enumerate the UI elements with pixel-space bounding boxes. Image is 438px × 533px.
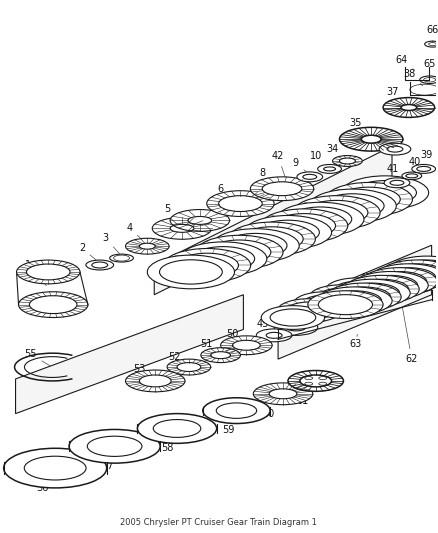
Ellipse shape	[220, 336, 272, 354]
Ellipse shape	[4, 448, 106, 488]
Text: 60: 60	[261, 394, 281, 418]
Text: 58: 58	[161, 429, 176, 453]
Ellipse shape	[341, 176, 427, 209]
Ellipse shape	[86, 260, 113, 270]
Ellipse shape	[370, 264, 438, 292]
Text: 37: 37	[386, 87, 406, 104]
Ellipse shape	[170, 209, 229, 231]
Ellipse shape	[228, 222, 314, 256]
Text: 53: 53	[133, 364, 152, 377]
Ellipse shape	[250, 177, 313, 200]
Text: 42: 42	[271, 151, 291, 198]
Text: 35: 35	[348, 118, 368, 135]
Text: 2005 Chrysler PT Cruiser Gear Train Diagram 1: 2005 Chrysler PT Cruiser Gear Train Diag…	[120, 518, 316, 527]
Ellipse shape	[277, 298, 340, 322]
Text: 8: 8	[258, 168, 279, 185]
Ellipse shape	[206, 191, 273, 216]
Text: 57: 57	[101, 447, 114, 471]
Ellipse shape	[200, 348, 240, 362]
Ellipse shape	[296, 172, 322, 182]
Polygon shape	[154, 146, 391, 295]
Ellipse shape	[316, 287, 391, 314]
Ellipse shape	[378, 143, 410, 155]
Ellipse shape	[125, 370, 184, 392]
Text: 43: 43	[349, 273, 371, 293]
Ellipse shape	[256, 329, 291, 342]
Text: 2: 2	[79, 243, 97, 261]
Text: 64: 64	[395, 55, 413, 70]
Ellipse shape	[152, 217, 211, 239]
Ellipse shape	[308, 189, 396, 223]
Ellipse shape	[325, 278, 388, 302]
Ellipse shape	[332, 156, 361, 166]
Text: 36: 36	[375, 128, 392, 145]
Ellipse shape	[260, 209, 347, 243]
Ellipse shape	[334, 279, 409, 307]
Text: 10: 10	[309, 151, 327, 165]
Text: 3: 3	[102, 233, 120, 254]
Ellipse shape	[379, 260, 438, 288]
Ellipse shape	[317, 165, 341, 173]
Text: 63: 63	[348, 334, 360, 349]
Polygon shape	[277, 245, 431, 359]
Ellipse shape	[195, 235, 283, 269]
Ellipse shape	[17, 260, 80, 284]
Text: 5: 5	[164, 204, 180, 224]
Text: 59: 59	[222, 411, 235, 435]
Ellipse shape	[292, 196, 379, 229]
Text: 55: 55	[24, 349, 49, 366]
Ellipse shape	[339, 127, 402, 151]
Ellipse shape	[179, 242, 266, 276]
Ellipse shape	[401, 172, 421, 180]
Text: 1: 1	[25, 260, 46, 286]
Text: 41: 41	[386, 164, 398, 181]
Ellipse shape	[147, 255, 234, 289]
Ellipse shape	[325, 283, 400, 311]
Polygon shape	[15, 295, 243, 414]
Ellipse shape	[261, 305, 324, 329]
Text: 66: 66	[426, 25, 438, 42]
Ellipse shape	[137, 414, 216, 443]
Ellipse shape	[244, 215, 331, 249]
Text: 38: 38	[403, 69, 422, 86]
Ellipse shape	[276, 202, 363, 236]
Text: 50: 50	[226, 329, 244, 342]
Ellipse shape	[125, 238, 169, 254]
Ellipse shape	[167, 359, 210, 375]
Ellipse shape	[69, 430, 160, 463]
Text: 4: 4	[126, 223, 145, 243]
Text: 65: 65	[423, 59, 435, 75]
Text: 39: 39	[420, 150, 432, 167]
Ellipse shape	[273, 319, 317, 335]
Ellipse shape	[383, 178, 409, 188]
Text: 6: 6	[217, 184, 237, 200]
Ellipse shape	[293, 292, 356, 316]
Ellipse shape	[361, 268, 436, 295]
Ellipse shape	[287, 370, 343, 391]
Ellipse shape	[163, 248, 250, 282]
Text: 61: 61	[296, 381, 314, 406]
Ellipse shape	[212, 229, 299, 262]
Ellipse shape	[411, 165, 434, 173]
Ellipse shape	[352, 271, 427, 299]
Ellipse shape	[18, 292, 88, 318]
Ellipse shape	[253, 383, 312, 405]
Text: 44: 44	[279, 312, 295, 326]
Ellipse shape	[388, 256, 438, 284]
Text: 52: 52	[167, 352, 186, 364]
Ellipse shape	[325, 182, 412, 216]
Text: 51: 51	[200, 340, 218, 352]
Text: 62: 62	[402, 308, 417, 364]
Ellipse shape	[309, 285, 372, 309]
Text: 40: 40	[408, 157, 420, 174]
Text: 34: 34	[326, 144, 344, 157]
Ellipse shape	[307, 291, 382, 319]
Text: 56: 56	[36, 469, 53, 493]
Text: 9: 9	[292, 158, 307, 173]
Ellipse shape	[202, 398, 269, 424]
Text: 45: 45	[256, 319, 273, 333]
Ellipse shape	[382, 98, 434, 117]
Ellipse shape	[343, 276, 418, 303]
